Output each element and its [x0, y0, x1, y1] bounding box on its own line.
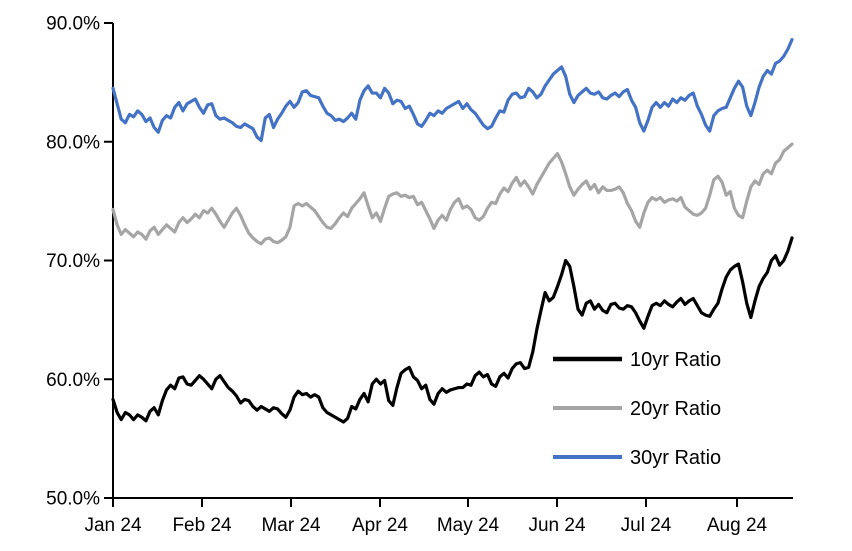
legend-label-20yr: 20yr Ratio: [630, 398, 721, 420]
legend-label-30yr: 30yr Ratio: [630, 447, 721, 469]
y-axis-tick-label: 70.0%: [46, 251, 100, 272]
x-axis-tick-label: Feb 24: [172, 515, 232, 536]
legend: 10yr Ratio 20yr Ratio 30yr Ratio: [553, 349, 721, 469]
x-axis-tick-label: Jan 24: [84, 515, 141, 536]
series-lines: [111, 38, 794, 424]
axes: 50.0% 60.0% 70.0% 80.0% 90.0% Jan 24 Feb 24 Mar…: [46, 14, 793, 536]
series-line-30yr: [111, 38, 794, 143]
x-axis-tick-label: May 24: [437, 515, 500, 536]
series-line-10yr: [111, 236, 794, 424]
y-axis-tick-label: 90.0%: [46, 14, 100, 35]
x-axis-tick-label: Mar 24: [261, 515, 321, 536]
y-axis-tick-label: 80.0%: [46, 132, 100, 153]
y-axis-tick-label: 50.0%: [46, 489, 100, 510]
x-axis-tick-label: Jul 24: [621, 515, 672, 536]
x-axis-tick-label: Apr 24: [352, 515, 408, 536]
x-axis-tick-label: Jun 24: [528, 515, 585, 536]
x-axis-tick-label: Aug 24: [707, 515, 768, 536]
y-axis-tick-label: 60.0%: [46, 370, 100, 391]
legend-label-10yr: 10yr Ratio: [630, 349, 721, 371]
series-line-20yr: [111, 142, 794, 246]
